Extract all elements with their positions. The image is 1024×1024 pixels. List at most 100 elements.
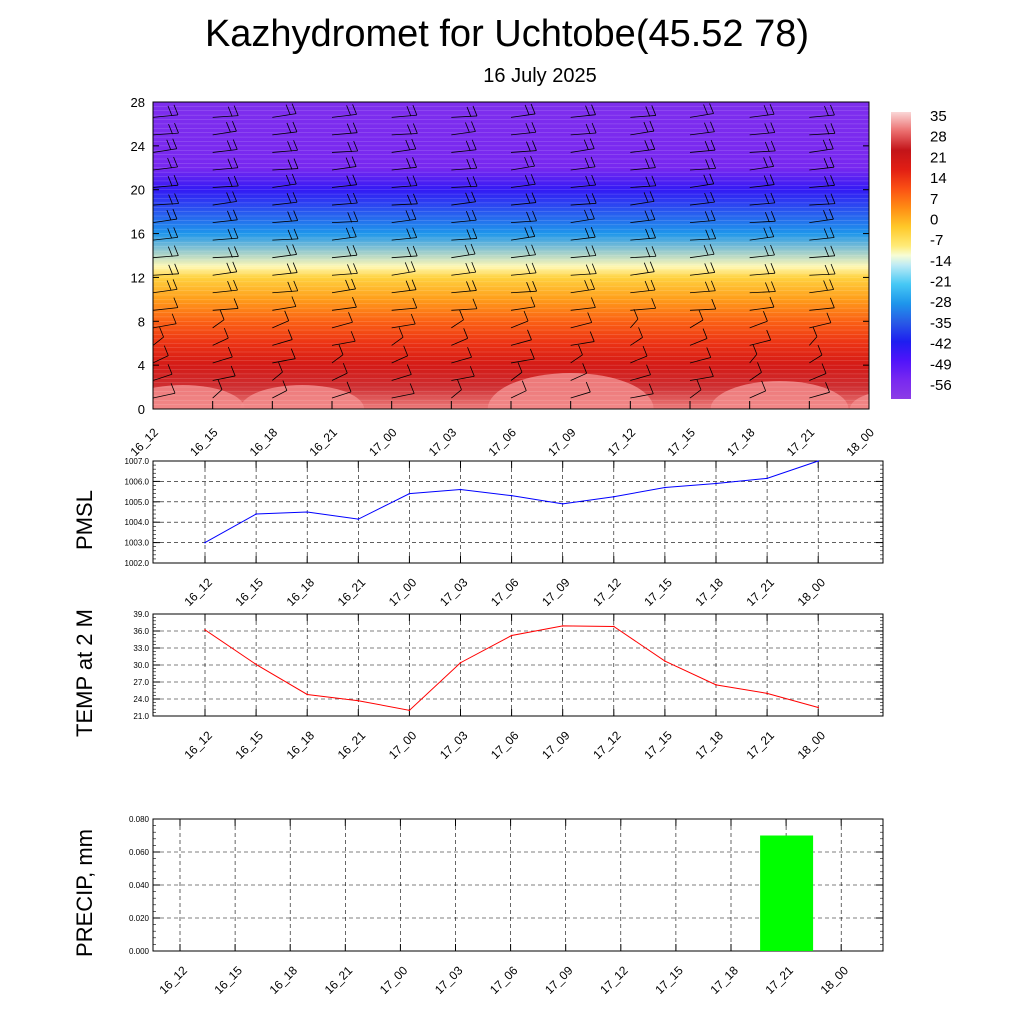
y-tick-label: 21.0 [133, 712, 149, 721]
wind-barb [331, 381, 352, 399]
colorbar-tick-label: -42 [930, 336, 952, 353]
wind-barb [630, 209, 656, 224]
wind-barb [272, 361, 283, 381]
wind-barb [809, 312, 832, 329]
wind-barb [630, 309, 639, 329]
x-tick-label: 17_12 [590, 575, 624, 609]
wind-barb [391, 279, 417, 294]
wind-barb [451, 157, 478, 171]
wind-barb [331, 263, 358, 276]
wind-barb [630, 157, 656, 171]
wind-barb [749, 140, 776, 153]
pmsl-point [766, 477, 768, 480]
pmsl-point [408, 492, 411, 495]
colorbar-tick-label: 35 [930, 108, 947, 125]
wind-barb [510, 244, 536, 259]
wind-barb [510, 310, 529, 329]
x-tick-label: 17_21 [744, 728, 778, 762]
x-tick-label: 17_18 [724, 425, 758, 459]
wind-barb [331, 174, 358, 188]
wind-barb [868, 134, 869, 135]
x-tick-label: 17_09 [542, 963, 576, 997]
temperature-point [357, 699, 360, 702]
wind-barb [451, 243, 476, 259]
y-tick-label: 1005.0 [125, 498, 150, 507]
wind-barb [451, 366, 475, 381]
wind-barb [570, 227, 596, 241]
wind-barb [749, 156, 774, 171]
pmsl-point [715, 482, 717, 485]
wind-barb [809, 245, 836, 259]
colorbar-tick-label: -21 [930, 274, 952, 291]
x-tick-label: 17_15 [664, 425, 698, 459]
wind-barb [153, 345, 169, 364]
wind-barb [153, 104, 179, 118]
wind-barb [809, 123, 836, 136]
colorbar-tick-label: -7 [930, 232, 943, 249]
wind-barb [331, 226, 357, 241]
wind-barb [749, 281, 776, 294]
wind-barb [689, 262, 716, 276]
y-tick-label: 1006.0 [125, 477, 150, 486]
wind-barb [570, 245, 597, 259]
wind-barb [391, 297, 418, 311]
wind-barb [451, 105, 478, 118]
wind-barb [153, 383, 176, 399]
y-axis-title: TEMP at 2 M [72, 609, 97, 737]
wind-barb [749, 263, 776, 276]
wind-barb [331, 104, 357, 118]
wind-barb [272, 310, 290, 329]
wind-barb [212, 246, 239, 259]
wind-barb [391, 245, 418, 259]
x-tick-label: 16_18 [267, 963, 301, 997]
wind-barb [689, 103, 714, 118]
wind-barb [689, 366, 714, 381]
wind-barb [868, 187, 869, 188]
wind-barb [570, 297, 596, 311]
wind-barb [570, 381, 591, 399]
wind-barb [391, 261, 416, 276]
x-tick-label: 16_12 [156, 963, 190, 997]
x-tick-label: 17_15 [641, 728, 675, 762]
temperature-point [817, 706, 819, 709]
wind-barb [391, 327, 404, 346]
wind-barb [510, 262, 537, 276]
wind-barb [272, 158, 299, 171]
wind-barb [809, 227, 835, 241]
wind-barb [272, 192, 298, 206]
y-tick-label: 0.060 [129, 848, 150, 857]
wind-barb [451, 309, 464, 329]
wind-barb [331, 344, 344, 364]
wind-barb [868, 344, 869, 346]
x-tick-label: 17_12 [597, 963, 631, 997]
x-tick-label: 17_03 [432, 963, 466, 997]
temperature-point [510, 634, 513, 637]
temperature-2m-chart-panel: 21.0 24.0 27.0 30.0 33.0 36.0 39.0 16_12 16_15 16… [72, 609, 884, 762]
wind-barb [809, 175, 835, 188]
colorbar-fill [891, 112, 911, 399]
pmsl-point [459, 488, 462, 491]
wind-barb [153, 208, 178, 224]
x-tick-label: 17_21 [744, 575, 778, 609]
pmsl-point [561, 503, 564, 505]
y-tick-label: 4 [138, 358, 145, 373]
y-tick-label: 30.0 [133, 661, 149, 670]
wind-barb [868, 292, 869, 293]
y-tick-label: 16 [131, 227, 145, 242]
wind-barb [451, 347, 472, 364]
wind-barb [749, 244, 775, 259]
wind-barb [510, 281, 537, 294]
pmsl-point [306, 511, 309, 513]
temperature-point [408, 709, 411, 712]
wind-barb [153, 326, 164, 346]
pmsl-chart-panel: 1002.0 1003.0 1004.0 1005.0 1006.0 1007.0 16_1… [72, 457, 884, 609]
y-tick-label: 39.0 [133, 610, 149, 619]
wind-barb [391, 313, 416, 329]
wind-barb [510, 192, 537, 206]
wind-barb [391, 175, 418, 188]
y-tick-label: 28 [131, 95, 145, 110]
wind-barb [630, 383, 654, 399]
wind-barb [749, 104, 775, 118]
wind-barb [510, 210, 537, 224]
